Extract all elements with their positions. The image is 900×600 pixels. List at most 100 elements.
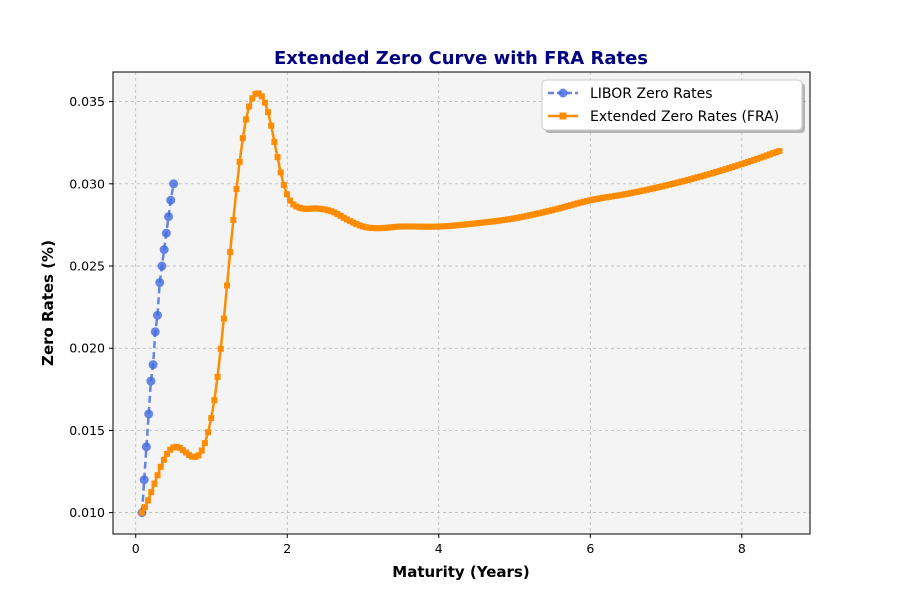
fra-point xyxy=(265,109,272,116)
fra-point xyxy=(328,208,335,215)
fra-point xyxy=(217,345,224,352)
fra-point xyxy=(473,220,480,227)
fra-point xyxy=(334,211,341,218)
fra-point xyxy=(287,197,294,204)
x-tick-label: 0 xyxy=(132,541,140,556)
fra-point xyxy=(343,216,350,223)
libor-point xyxy=(144,409,154,419)
fra-point xyxy=(748,157,755,164)
fra-point xyxy=(268,122,275,129)
fra-point xyxy=(486,218,493,225)
fra-point xyxy=(318,205,325,212)
fra-point xyxy=(542,208,549,215)
fra-point xyxy=(252,90,259,97)
fra-point xyxy=(290,201,297,208)
fra-point xyxy=(189,453,196,460)
fra-point xyxy=(438,223,445,230)
fra-point xyxy=(558,204,565,211)
fra-point xyxy=(744,159,751,166)
fra-point xyxy=(258,93,265,100)
fra-point xyxy=(568,202,575,209)
y-tick-label: 0.010 xyxy=(69,505,105,520)
fra-point xyxy=(706,170,713,177)
fra-point xyxy=(763,152,770,159)
fra-point xyxy=(697,173,704,180)
fra-point xyxy=(688,176,695,183)
fra-point xyxy=(700,172,707,179)
plot-frame xyxy=(112,71,811,535)
libor-point xyxy=(148,360,158,370)
fra-point xyxy=(157,463,164,470)
fra-point xyxy=(255,90,262,97)
fra-point xyxy=(179,447,186,454)
legend-box xyxy=(541,79,803,131)
fra-point xyxy=(713,169,720,176)
fra-point xyxy=(732,163,739,170)
fra-point xyxy=(451,222,458,229)
libor-point xyxy=(159,245,169,255)
fra-point xyxy=(416,223,423,230)
plot-area xyxy=(112,71,811,535)
fra-point xyxy=(498,217,505,224)
y-tick-label: 0.015 xyxy=(69,423,105,438)
fra-point xyxy=(299,205,306,212)
fra-point xyxy=(590,196,597,203)
fra-point xyxy=(691,175,698,182)
fra-point xyxy=(656,183,663,190)
fra-point xyxy=(653,184,660,191)
fra-point xyxy=(271,138,278,145)
fra-point xyxy=(460,221,467,228)
fra-point xyxy=(397,223,404,230)
fra-point xyxy=(659,183,666,190)
fra-point xyxy=(369,225,376,232)
fra-point xyxy=(517,214,524,221)
fra-point xyxy=(227,249,234,256)
libor-point xyxy=(164,212,174,222)
fra-point xyxy=(167,446,174,453)
fra-point xyxy=(214,373,221,380)
fra-point xyxy=(552,206,559,213)
fra-point xyxy=(501,216,508,223)
fra-point xyxy=(230,216,237,223)
fra-point xyxy=(205,429,212,436)
fra-point xyxy=(463,221,470,228)
fra-point xyxy=(306,205,313,212)
fra-point xyxy=(754,155,761,162)
y-axis-ticks: 0.010 0.015 0.020 0.025 0.030 0.035 xyxy=(69,94,113,520)
fra-point xyxy=(176,444,183,451)
fra-point xyxy=(315,205,322,212)
fra-point xyxy=(631,189,638,196)
fra-point xyxy=(400,223,407,230)
fra-point xyxy=(432,223,439,230)
fra-point xyxy=(407,223,414,230)
fra-point xyxy=(628,190,635,197)
fra-point xyxy=(716,168,723,175)
fra-point xyxy=(647,186,654,193)
fra-point xyxy=(615,192,622,199)
libor-point xyxy=(139,475,149,485)
fra-point xyxy=(669,180,676,187)
fra-point xyxy=(536,210,543,217)
fra-point xyxy=(605,193,612,200)
fra-point xyxy=(511,215,518,222)
fra-point xyxy=(410,223,417,230)
fra-point xyxy=(637,188,644,195)
fra-point xyxy=(378,225,385,232)
libor-point xyxy=(166,195,176,205)
fra-point xyxy=(650,185,657,192)
fra-point xyxy=(678,178,685,185)
fra-point xyxy=(321,206,328,213)
fra-point xyxy=(429,223,436,230)
libor-point xyxy=(141,442,151,452)
libor-point xyxy=(152,310,162,320)
x-tick-label: 4 xyxy=(435,541,443,556)
fra-point xyxy=(280,182,287,189)
fra-point xyxy=(164,450,171,457)
fra-point xyxy=(757,154,764,161)
fra-point xyxy=(385,224,392,231)
fra-point xyxy=(337,212,344,219)
fra-point xyxy=(593,196,600,203)
fra-point xyxy=(448,222,455,229)
fra-point xyxy=(441,223,448,230)
fra-point xyxy=(309,205,316,212)
